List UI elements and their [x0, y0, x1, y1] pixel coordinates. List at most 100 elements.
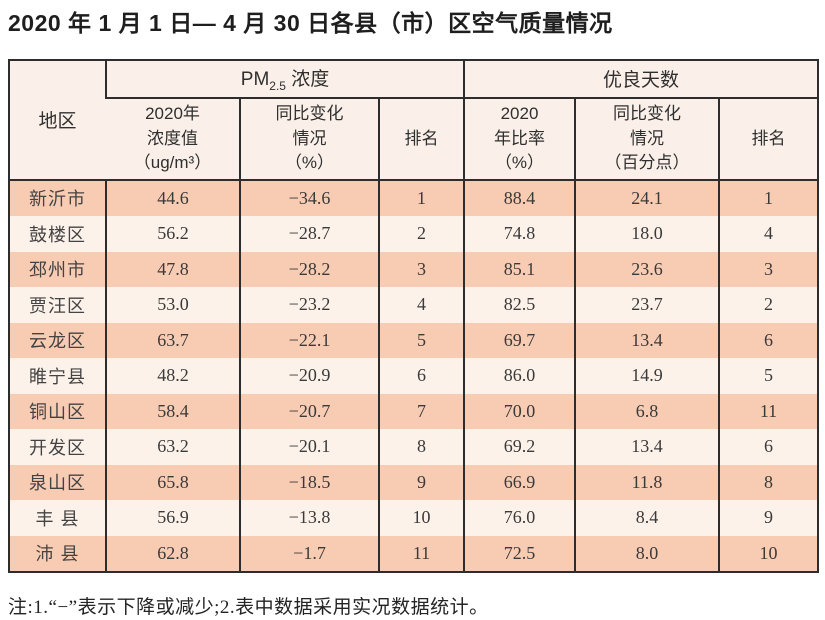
- cell-pm-value: 44.6: [105, 179, 240, 217]
- col-header-region: 地区: [9, 59, 106, 181]
- header-sub-row: 2020年 浓度值 （ug/m³） 同比变化 情况 （%） 排名 2020 年比…: [9, 97, 819, 181]
- cell-pm-rank: 7: [378, 393, 464, 430]
- cell-days-rank: 6: [717, 429, 819, 465]
- cell-days-change: 6.8: [574, 393, 719, 430]
- cell-pm-rank: 4: [378, 287, 464, 323]
- table-row: 铜山区 58.4 −20.7 7 70.0 6.8 11: [9, 393, 819, 430]
- cell-days-ratio: 86.0: [463, 358, 575, 394]
- cell-pm-change: −20.7: [239, 393, 379, 430]
- cell-pm-rank: 8: [378, 429, 464, 465]
- cell-pm-change: −1.7: [239, 535, 379, 573]
- col-header-days-change: 同比变化 情况 （百分点）: [574, 97, 719, 181]
- cell-days-change: 8.4: [574, 500, 719, 536]
- pm25-prefix: PM: [240, 69, 270, 91]
- cell-pm-change: −34.6: [239, 179, 379, 217]
- air-quality-table: 地区 PM2.5 浓度 优良天数 2020年 浓度值 （ug/m³） 同比变化 …: [8, 58, 820, 574]
- cell-days-change: 24.1: [574, 179, 719, 217]
- table-header: 地区 PM2.5 浓度 优良天数 2020年 浓度值 （ug/m³） 同比变化 …: [9, 59, 819, 181]
- cell-days-ratio: 88.4: [463, 179, 575, 217]
- cell-region: 云龙区: [9, 322, 106, 359]
- cell-days-change: 23.7: [574, 287, 719, 323]
- cell-pm-rank: 9: [378, 464, 464, 501]
- cell-pm-value: 47.8: [105, 251, 240, 288]
- col-group-good-days: 优良天数: [462, 59, 819, 99]
- table-row: 泉山区 65.8 −18.5 9 66.9 11.8 8: [9, 464, 819, 501]
- cell-days-ratio: 69.7: [463, 322, 575, 359]
- cell-pm-change: −20.9: [239, 358, 379, 394]
- cell-days-change: 23.6: [574, 251, 719, 288]
- cell-pm-value: 65.8: [105, 464, 240, 501]
- cell-days-rank: 5: [717, 358, 819, 394]
- cell-days-change: 13.4: [574, 322, 719, 359]
- table-row: 云龙区 63.7 −22.1 5 69.7 13.4 6: [9, 322, 819, 359]
- cell-region: 新沂市: [9, 179, 106, 217]
- cell-days-rank: 8: [717, 464, 819, 501]
- col-header-pm-value: 2020年 浓度值 （ug/m³）: [106, 97, 240, 181]
- cell-days-ratio: 85.1: [463, 251, 575, 288]
- cell-pm-rank: 3: [378, 251, 464, 288]
- cell-region: 睢宁县: [9, 358, 106, 394]
- cell-pm-change: −28.2: [239, 251, 379, 288]
- cell-pm-rank: 1: [378, 179, 464, 217]
- table-row: 鼓楼区 56.2 −28.7 2 74.8 18.0 4: [9, 216, 819, 252]
- col-header-days-rank: 排名: [717, 97, 819, 181]
- cell-days-rank: 10: [717, 535, 819, 573]
- cell-pm-value: 53.0: [105, 287, 240, 323]
- cell-days-change: 13.4: [574, 429, 719, 465]
- header-group-row: 地区 PM2.5 浓度 优良天数: [9, 59, 819, 181]
- cell-pm-rank: 2: [378, 216, 464, 252]
- table-body: 新沂市 44.6 −34.6 1 88.4 24.1 1 鼓楼区 56.2 −2…: [9, 179, 819, 573]
- table-row: 开发区 63.2 −20.1 8 69.2 13.4 6: [9, 429, 819, 465]
- table-row: 睢宁县 48.2 −20.9 6 86.0 14.9 5: [9, 358, 819, 394]
- cell-pm-change: −28.7: [239, 216, 379, 252]
- cell-pm-value: 58.4: [105, 393, 240, 430]
- table-row: 沛 县 62.8 −1.7 11 72.5 8.0 10: [9, 535, 819, 573]
- cell-days-ratio: 82.5: [463, 287, 575, 323]
- col-header-pm-rank: 排名: [378, 97, 464, 181]
- cell-region: 邳州市: [9, 251, 106, 288]
- cell-region: 丰 县: [9, 500, 106, 536]
- cell-pm-value: 63.2: [105, 429, 240, 465]
- pm25-subscript: 2.5: [269, 78, 286, 93]
- cell-region: 沛 县: [9, 535, 106, 573]
- cell-days-rank: 11: [717, 393, 819, 430]
- cell-region: 贾汪区: [9, 287, 106, 323]
- pm25-suffix: 浓度: [285, 69, 330, 91]
- cell-days-ratio: 76.0: [463, 500, 575, 536]
- table-row: 新沂市 44.6 −34.6 1 88.4 24.1 1: [9, 179, 819, 217]
- col-group-pm25: PM2.5 浓度: [105, 59, 464, 99]
- cell-pm-value: 62.8: [105, 535, 240, 573]
- cell-pm-change: −23.2: [239, 287, 379, 323]
- cell-days-rank: 4: [717, 216, 819, 252]
- cell-pm-change: −20.1: [239, 429, 379, 465]
- cell-pm-change: −18.5: [239, 464, 379, 501]
- cell-region: 鼓楼区: [9, 216, 106, 252]
- page-title: 2020 年 1 月 1 日— 4 月 30 日各县（市）区空气质量情况: [8, 10, 613, 36]
- cell-days-rank: 1: [717, 179, 819, 217]
- cell-days-rank: 3: [717, 251, 819, 288]
- col-header-pm-change: 同比变化 情况 （%）: [239, 97, 379, 181]
- cell-days-change: 18.0: [574, 216, 719, 252]
- cell-days-change: 11.8: [574, 464, 719, 501]
- cell-days-ratio: 74.8: [463, 216, 575, 252]
- col-header-days-ratio: 2020 年比率 （%）: [463, 97, 575, 181]
- cell-days-ratio: 69.2: [463, 429, 575, 465]
- footnote: 注:1.“−”表示下降或减少;2.表中数据采用实况数据统计。: [8, 597, 489, 619]
- cell-pm-value: 56.2: [105, 216, 240, 252]
- cell-pm-change: −22.1: [239, 322, 379, 359]
- cell-days-ratio: 70.0: [463, 393, 575, 430]
- cell-days-ratio: 66.9: [463, 464, 575, 501]
- cell-pm-change: −13.8: [239, 500, 379, 536]
- table-row: 邳州市 47.8 −28.2 3 85.1 23.6 3: [9, 251, 819, 288]
- cell-pm-rank: 11: [378, 535, 464, 573]
- cell-pm-rank: 5: [378, 322, 464, 359]
- cell-pm-rank: 6: [378, 358, 464, 394]
- cell-days-change: 14.9: [574, 358, 719, 394]
- cell-days-ratio: 72.5: [463, 535, 575, 573]
- cell-pm-rank: 10: [378, 500, 464, 536]
- cell-region: 泉山区: [9, 464, 106, 501]
- cell-region: 铜山区: [9, 393, 106, 430]
- cell-pm-value: 48.2: [105, 358, 240, 394]
- cell-days-rank: 2: [717, 287, 819, 323]
